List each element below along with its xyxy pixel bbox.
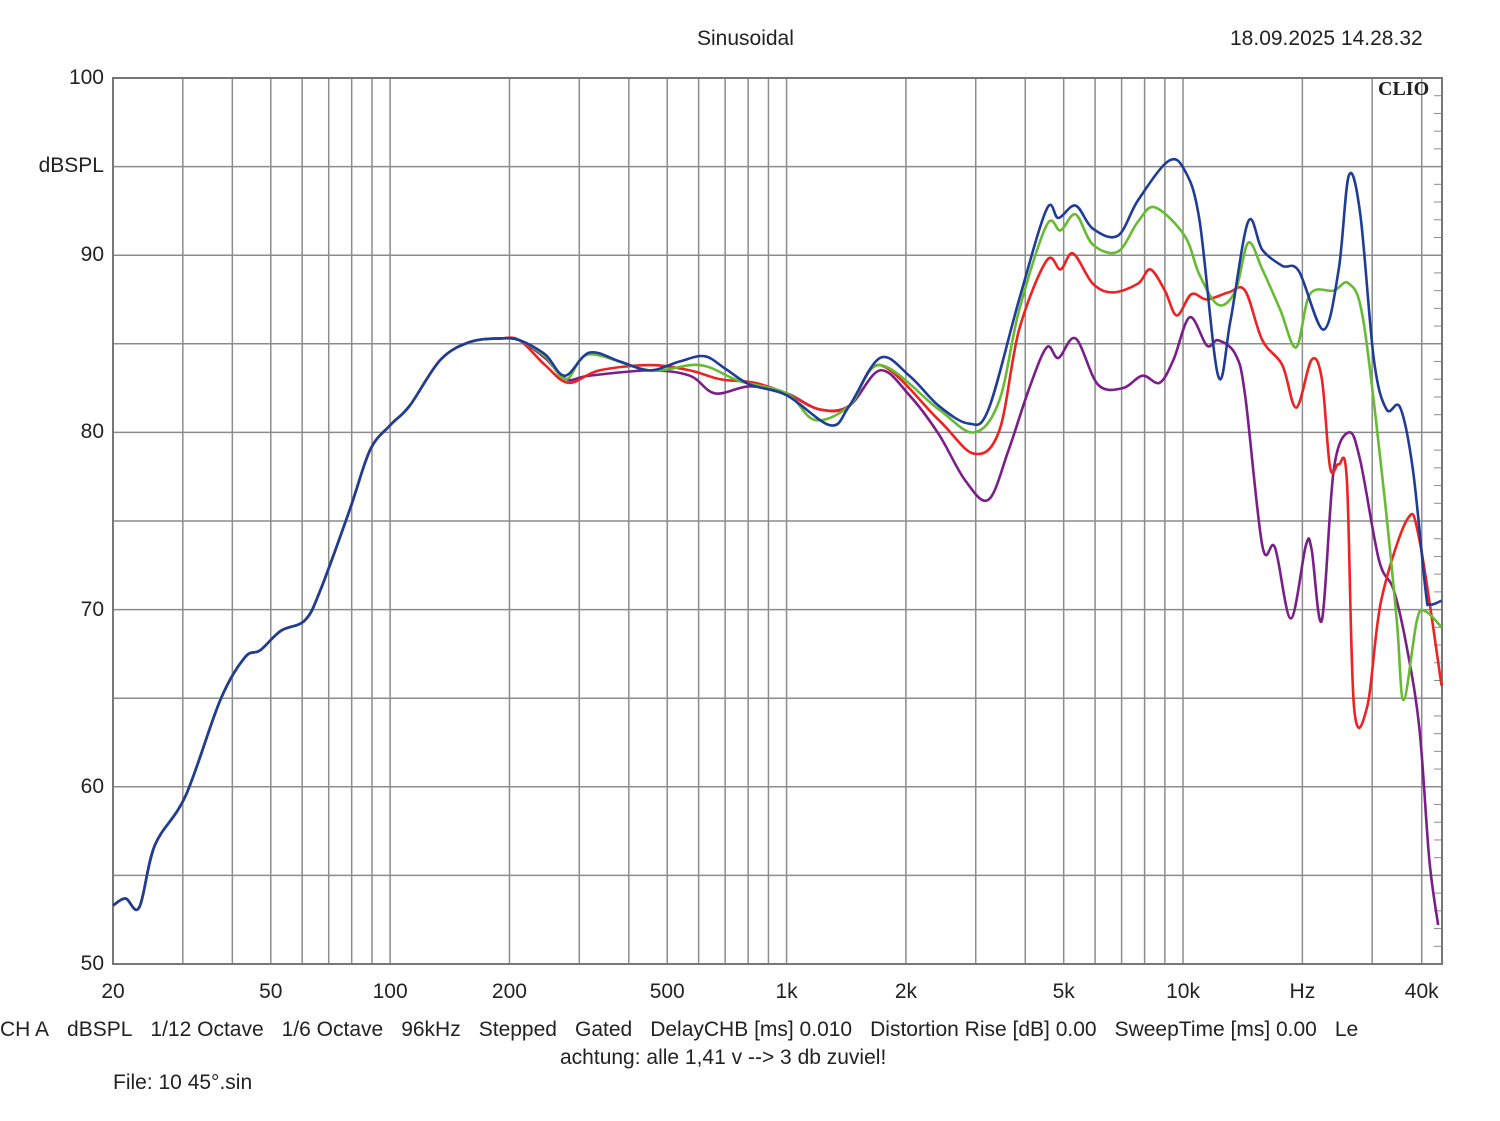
y-tick-label: 80 — [80, 420, 104, 444]
setting-item: Distortion Rise [dB] 0.00 — [870, 1018, 1097, 1041]
y-tick-label: 50 — [80, 952, 104, 975]
setting-item: DelayCHB [ms] 0.010 — [650, 1018, 853, 1041]
setting-item: 96kHz — [401, 1018, 461, 1041]
setting-item: CH A — [0, 1018, 50, 1041]
plot-frame — [112, 77, 1443, 965]
x-tick-label: 1k — [775, 980, 798, 1003]
setting-item: Gated — [574, 1018, 633, 1041]
y-tick-label: 70 — [80, 597, 104, 621]
x-tick-label: 40k — [1404, 980, 1439, 1003]
note-text: achtung: alle 1,41 v --> 3 db zuviel! — [560, 1046, 887, 1069]
chart-title: Sinusoidal — [697, 27, 794, 50]
series-line-4 — [112, 157, 1443, 911]
setting-item: 1/6 Octave — [281, 1018, 384, 1041]
clio-logo: CLIO — [1378, 78, 1430, 100]
x-tick-label: 5k — [1052, 980, 1075, 1003]
settings-bar: CH A dBSPL 1/12 Octave 1/6 Octave 96kHz Stepp… — [0, 1018, 1376, 1042]
series-line-1 — [112, 315, 1440, 926]
setting-item: dBSPL — [67, 1018, 133, 1041]
file-name: File: 10 45°.sin — [113, 1071, 253, 1094]
x-tick-label: 100 — [372, 980, 408, 1003]
series-line-3 — [112, 205, 1443, 911]
y-tick-label: 60 — [80, 774, 104, 798]
x-tick-label: 10k — [1166, 980, 1200, 1003]
y-tick-label: 90 — [80, 243, 104, 267]
timestamp: 18.09.2025 14.28.32 — [1230, 27, 1423, 50]
setting-item: Le — [1334, 1018, 1359, 1041]
setting-item: Stepped — [478, 1018, 557, 1041]
setting-item: 1/12 Octave — [150, 1018, 264, 1041]
setting-item: SweepTime [ms] 0.00 — [1114, 1018, 1317, 1041]
y-axis-label: dBSPL — [38, 154, 104, 177]
x-tick-label: 500 — [649, 980, 685, 1003]
x-tick-label: 2k — [894, 980, 917, 1003]
x-tick-label: Hz — [1289, 980, 1316, 1003]
series-line-2 — [112, 252, 1443, 911]
y-tick-label: 100 — [68, 66, 104, 89]
x-tick-label: 50 — [259, 980, 283, 1003]
x-tick-label: 20 — [101, 980, 125, 1003]
x-tick-label: 200 — [491, 980, 527, 1003]
